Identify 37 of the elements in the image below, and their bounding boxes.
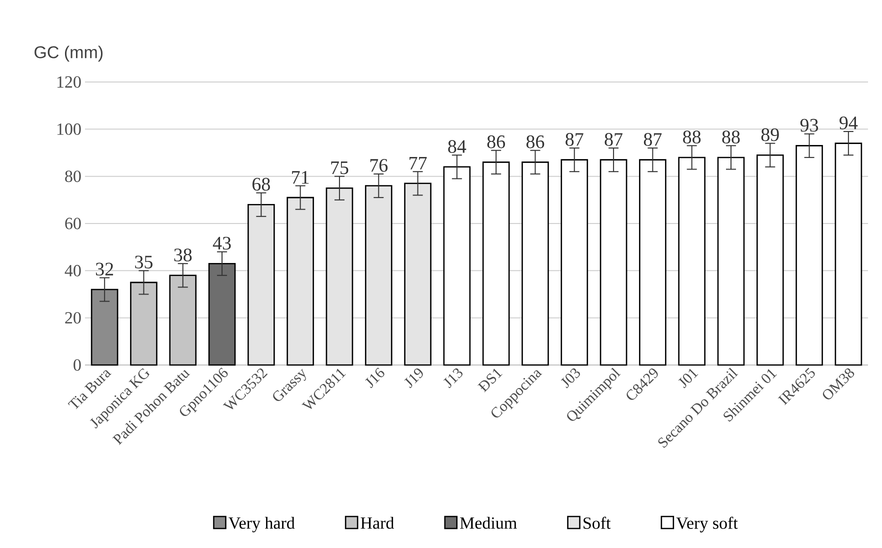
data-label: 87 [644, 133, 662, 146]
y-tick-label: 60 [65, 218, 81, 230]
data-label: 32 [96, 262, 114, 276]
x-tick-label: J13 [443, 368, 462, 388]
legend-label: Very soft [676, 516, 738, 532]
data-label: 84 [448, 140, 466, 153]
y-tick-label: 40 [64, 264, 81, 276]
data-label: 86 [487, 135, 506, 148]
legend-label: Medium [460, 516, 517, 529]
y-tick-label: 100 [57, 123, 81, 135]
y-axis-title: GC (mm) [34, 46, 103, 62]
y-tick-label: 0 [74, 359, 81, 371]
data-label: 68 [252, 178, 270, 191]
data-label: 87 [604, 133, 622, 146]
y-tick-label: 120 [57, 76, 81, 88]
x-tick-label: J01 [678, 368, 698, 388]
data-label: 94 [840, 116, 858, 130]
data-label: 88 [683, 130, 701, 144]
x-tick-label: J19 [404, 368, 423, 388]
data-label: 76 [370, 159, 388, 172]
data-label: 43 [212, 236, 231, 250]
data-label: 75 [331, 162, 348, 174]
y-tick-label: 80 [65, 170, 81, 182]
data-label: 38 [174, 248, 192, 262]
legend-label: Very hard [228, 516, 295, 532]
y-tick-label: 20 [65, 312, 81, 324]
data-label: 35 [135, 256, 152, 268]
data-label: 86 [526, 135, 544, 148]
data-label: 93 [800, 118, 818, 132]
data-label: 77 [410, 156, 427, 170]
data-label: 89 [761, 128, 779, 142]
data-label: 88 [722, 130, 740, 144]
legend-label: Soft [584, 516, 611, 529]
x-tick-label: J16 [365, 368, 384, 388]
data-label: 87 [566, 133, 584, 146]
legend-label: Hard [360, 516, 394, 529]
data-label: 71 [292, 171, 309, 184]
